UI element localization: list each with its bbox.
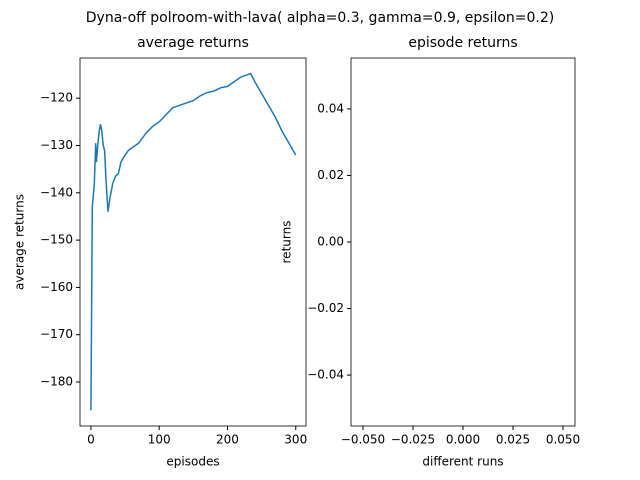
figure-title: Dyna-off polroom-with-lava( alpha=0.3, g… — [86, 10, 555, 26]
y-tick-label: −160 — [40, 280, 73, 294]
x-tick-label: −0.050 — [341, 433, 385, 447]
y-tick-label: −150 — [40, 233, 73, 247]
plot-frame — [79, 57, 307, 427]
y-axis-label: average returns — [13, 194, 27, 290]
y-tick-label: −0.04 — [307, 368, 344, 382]
y-tick-label: −140 — [40, 185, 73, 199]
y-tick-label: −0.02 — [307, 301, 344, 315]
x-tick-label: 0.000 — [446, 433, 480, 447]
x-tick-label: 100 — [148, 433, 171, 447]
y-tick-label: −170 — [40, 327, 73, 341]
y-tick-label: −180 — [40, 375, 73, 389]
plot-frame — [350, 57, 576, 427]
y-tick-label: 0.00 — [317, 235, 344, 249]
x-tick-label: −0.025 — [391, 433, 435, 447]
x-tick-label: 0.050 — [546, 433, 580, 447]
y-tick-label: −120 — [40, 91, 73, 105]
x-axis-label: different runs — [422, 455, 503, 469]
chart-title: episode returns — [408, 35, 517, 51]
y-tick-label: 0.02 — [317, 168, 344, 182]
x-axis-label: episodes — [166, 455, 219, 469]
line — [90, 72, 297, 411]
x-tick-label: 300 — [284, 433, 307, 447]
x-tick-label: 0 — [87, 433, 95, 447]
x-tick-label: 0.025 — [496, 433, 530, 447]
x-tick-label: 200 — [216, 433, 239, 447]
y-tick-label: 0.04 — [317, 101, 344, 115]
y-axis-label: returns — [280, 221, 294, 264]
y-tick-label: −130 — [40, 138, 73, 152]
chart-title: average returns — [137, 35, 249, 51]
